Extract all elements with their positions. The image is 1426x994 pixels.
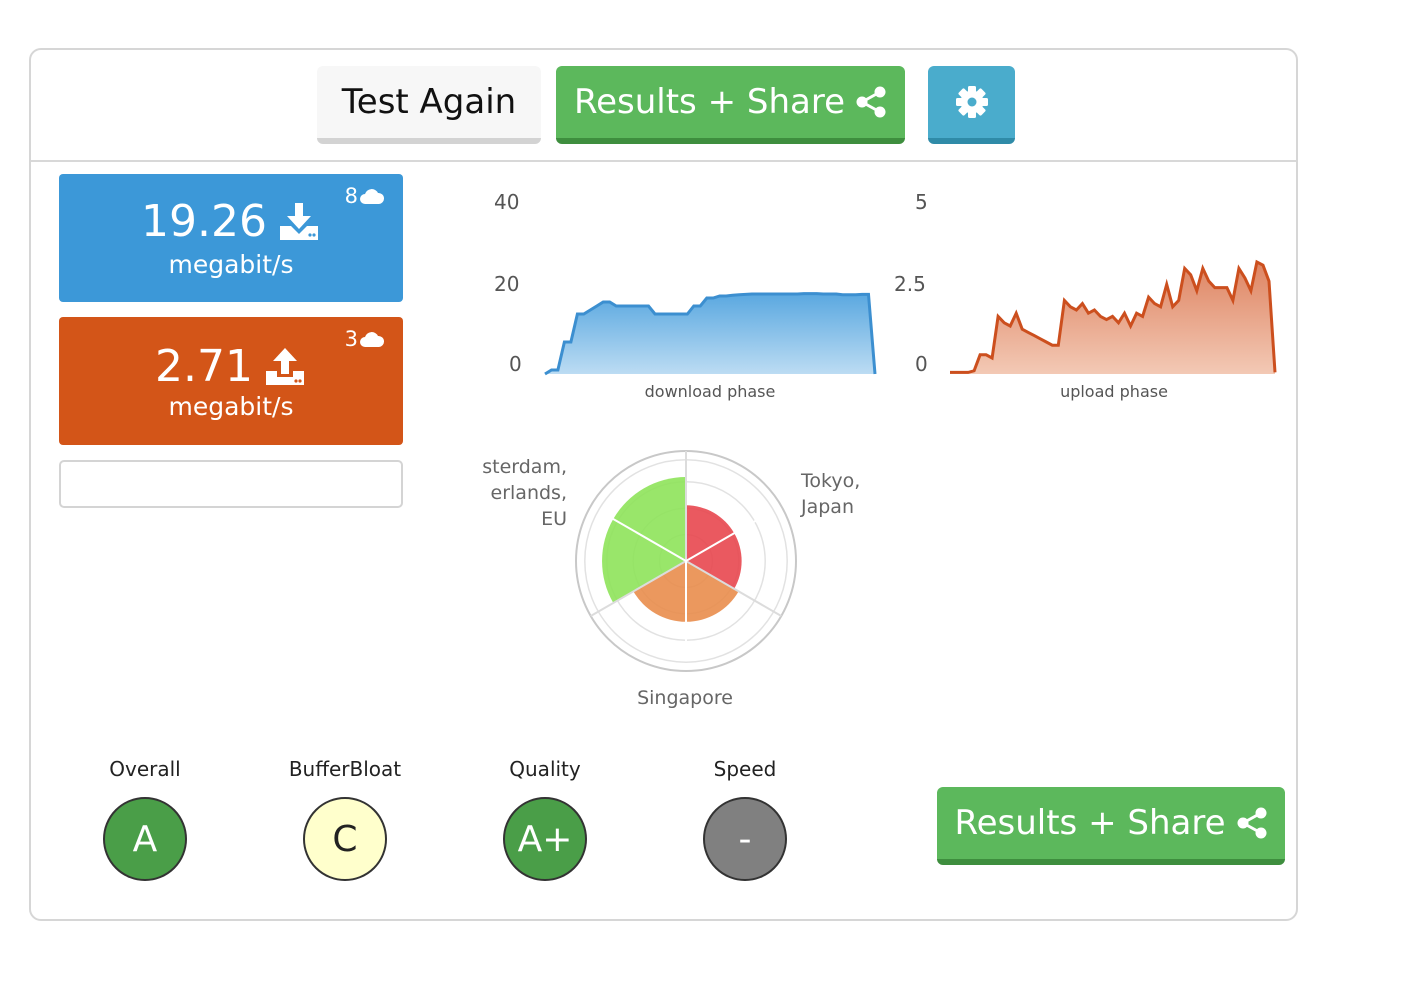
grade-badge: C <box>303 797 387 881</box>
city-amsterdam-line: sterdam, <box>482 456 567 478</box>
city-tokyo-line: Japan <box>801 496 854 518</box>
download-speed-unit: megabit/s <box>168 250 294 279</box>
results-share-button[interactable]: Results + Share <box>556 66 905 144</box>
radar-spokes <box>590 451 782 648</box>
grade-badge: A+ <box>503 797 587 881</box>
upload-y-tick: 0 <box>915 352 928 376</box>
radar-divider <box>610 516 687 562</box>
download-speed-card: 8 19.26 megabit/s <box>59 174 403 302</box>
download-speed-value-row: 19.26 <box>59 196 403 247</box>
gear-icon <box>955 86 988 118</box>
download-phase-label: download phase <box>644 382 776 401</box>
upload-icon <box>265 347 304 385</box>
share-icon <box>1237 807 1266 839</box>
radar-spoke <box>685 560 782 617</box>
download-y-tick: 0 <box>509 352 522 376</box>
download-line <box>544 292 877 376</box>
download-chart <box>544 292 877 376</box>
download-server-count: 8 <box>345 184 385 208</box>
grade-label: Quality <box>509 757 581 781</box>
top-link-fragment <box>14 0 104 4</box>
grade-label: BufferBloat <box>288 757 402 781</box>
download-icon <box>279 202 318 240</box>
city-amsterdam-line: erlands, <box>490 482 567 504</box>
download-y-tick: 20 <box>494 272 520 296</box>
server-radar-chart <box>575 450 797 672</box>
upload-phase-label: upload phase <box>1060 382 1168 401</box>
download-area <box>545 293 875 374</box>
download-speed-value: 19.26 <box>141 196 267 247</box>
test-again-button[interactable]: Test Again <box>317 66 541 144</box>
city-singapore-label: Singapore <box>637 687 733 709</box>
radar-spoke <box>590 560 687 617</box>
grade-badge: A <box>103 797 187 881</box>
city-amsterdam-label: sterdam, erlands, EU <box>481 454 567 534</box>
radar-sectors <box>602 477 742 622</box>
share-icon <box>856 86 886 118</box>
city-amsterdam-line: EU <box>541 508 567 530</box>
upload-speed-value: 2.71 <box>155 341 253 392</box>
download-server-number: 8 <box>344 184 358 208</box>
settings-button[interactable] <box>928 66 1015 144</box>
city-tokyo-line: Tokyo, <box>801 470 861 492</box>
upload-speed-unit: megabit/s <box>168 392 294 421</box>
city-tokyo-label: Tokyo, Japan <box>801 468 860 520</box>
upload-chart <box>950 259 1277 374</box>
grade-label: Overall <box>109 757 181 781</box>
radar-sector <box>602 477 686 603</box>
cloud-icon <box>360 332 385 347</box>
upload-y-tick: 5 <box>915 190 928 214</box>
download-y-tick: 40 <box>494 190 520 214</box>
test-again-label: Test Again <box>341 82 517 122</box>
upload-line <box>950 259 1277 374</box>
results-share-label: Results + Share <box>574 82 845 122</box>
toolbar: Test Again Results + Share <box>31 50 1296 162</box>
upload-server-number: 3 <box>344 327 358 351</box>
cloud-icon <box>360 189 385 204</box>
results-share-label: Results + Share <box>954 803 1226 843</box>
grade-label: Speed <box>713 757 777 781</box>
upload-speed-card: 3 2.71 megabit/s <box>59 317 403 445</box>
radar-divider <box>685 516 762 562</box>
grade-badge: - <box>703 797 787 881</box>
upload-y-tick: 2.5 <box>894 272 926 296</box>
status-box <box>59 460 403 508</box>
upload-server-count: 3 <box>345 327 385 351</box>
results-share-button-bottom[interactable]: Results + Share <box>937 787 1285 865</box>
speed-test-card: Test Again Results + Share <box>29 48 1298 921</box>
upload-speed-value-row: 2.71 <box>59 341 403 392</box>
